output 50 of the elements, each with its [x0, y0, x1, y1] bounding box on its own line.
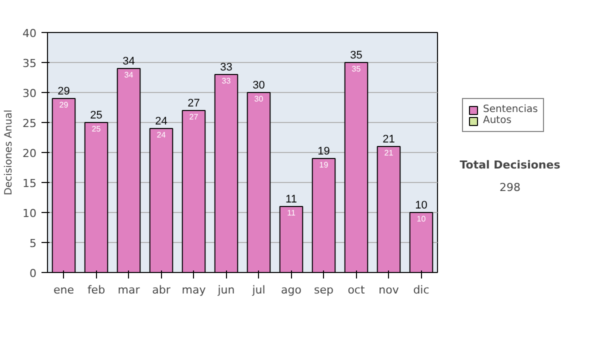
data-label: 33	[222, 76, 232, 86]
annotation: 34	[122, 56, 135, 68]
y-tick-label: 5	[30, 237, 36, 250]
y-tick-label: 30	[22, 87, 37, 100]
annotation: 19	[318, 146, 330, 158]
annotation: 27	[188, 98, 200, 110]
annotation: 21	[382, 134, 395, 146]
annotation: 10	[415, 200, 428, 212]
data-label: 19	[319, 160, 329, 170]
data-label: 11	[287, 208, 296, 218]
data-label: 35	[352, 64, 362, 74]
x-tick-label: ago	[281, 284, 302, 296]
y-tick-label: 0	[30, 267, 36, 280]
text: 298	[500, 180, 520, 194]
text: Total Decisiones	[460, 158, 561, 172]
x-tick-label: mar	[118, 284, 140, 296]
y-tick-label: 10	[22, 207, 37, 220]
data-label: 25	[92, 124, 102, 134]
data-label: 30	[254, 94, 264, 104]
annotation: 30	[252, 80, 265, 92]
y-tick-label: 25	[22, 117, 37, 130]
data-label: 10	[416, 214, 426, 224]
x-tick-label: feb	[87, 284, 106, 296]
x-tick-label: jun	[216, 284, 235, 296]
x-tick-label: jul	[251, 284, 266, 296]
legend-label: Autos	[483, 115, 512, 126]
y-tick-label: 35	[22, 57, 37, 70]
annotation: 33	[220, 62, 232, 74]
x-tick-label: oct	[348, 284, 366, 296]
x-tick-label: may	[182, 284, 206, 296]
data-label: 34	[124, 70, 134, 80]
annotation: 25	[90, 110, 102, 122]
x-tick-label: sep	[314, 284, 334, 296]
x-tick-label: dic	[413, 284, 430, 296]
legend-label: Sentencias	[483, 104, 538, 115]
annotation: 29	[58, 86, 70, 98]
y-tick-label: 40	[22, 27, 37, 40]
data-label: 24	[156, 130, 166, 140]
annotation: 24	[155, 116, 168, 128]
data-label: 27	[189, 112, 199, 122]
x-tick-label: nov	[378, 284, 400, 296]
annotation: 35	[350, 50, 362, 62]
y-axis-title: Decisiones Anual	[4, 110, 15, 196]
data-label: 29	[59, 100, 69, 110]
data-label: 21	[384, 148, 394, 158]
y-tick-label: 15	[22, 177, 37, 190]
annotation: 11	[286, 194, 297, 206]
y-tick-label: 20	[22, 147, 37, 160]
x-tick-label: ene	[53, 284, 74, 296]
x-tick-label: abr	[152, 284, 171, 296]
